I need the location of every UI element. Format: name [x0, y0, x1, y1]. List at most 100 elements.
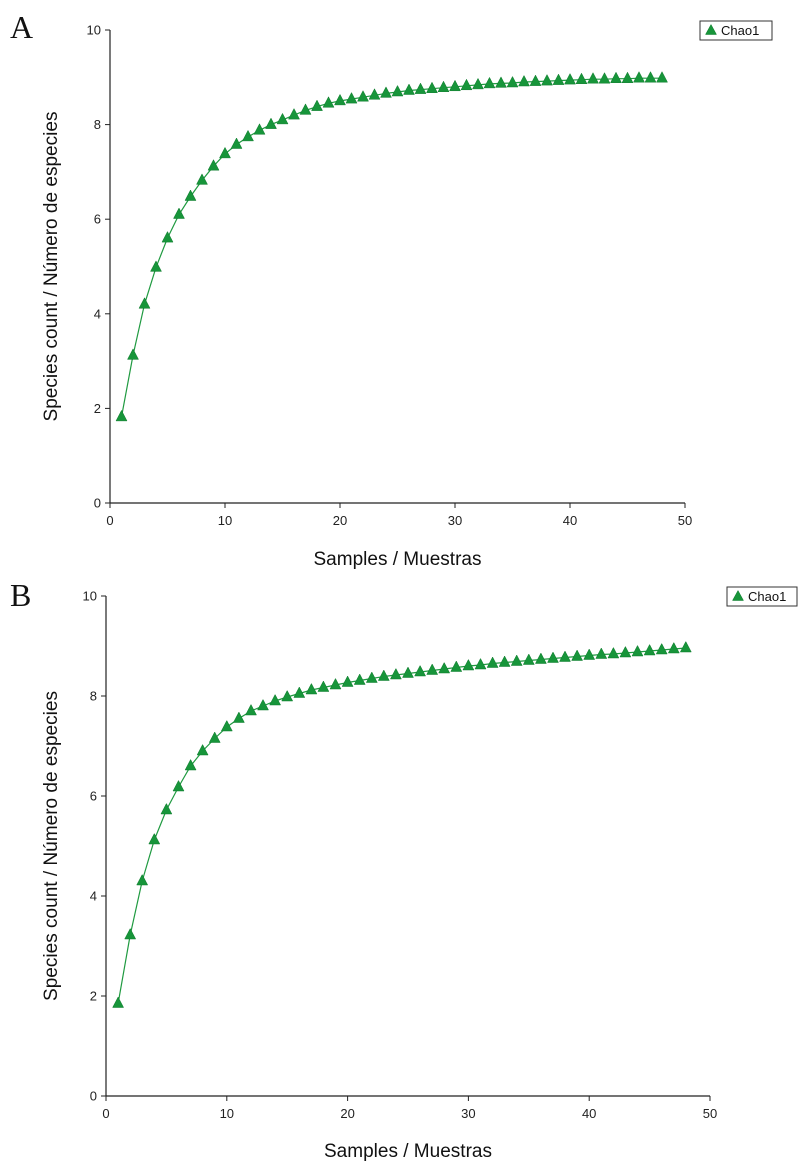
data-point [621, 71, 634, 83]
data-point [245, 703, 257, 716]
y-tick-label: 10 [87, 23, 101, 38]
data-point [449, 79, 461, 92]
data-point [184, 758, 197, 771]
data-point [522, 653, 535, 665]
data-point [305, 682, 318, 695]
x-tick-label: 0 [106, 513, 113, 528]
x-tick-label: 20 [340, 1106, 354, 1121]
y-tick-label: 4 [90, 889, 97, 904]
series-line-chao1 [117, 647, 686, 1004]
legend: Chao1 [726, 586, 798, 607]
legend-label: Chao1 [721, 23, 759, 38]
x-axis-title: Samples / Muestras [324, 1141, 492, 1162]
data-point [518, 74, 530, 87]
data-point [322, 96, 335, 108]
data-point [138, 297, 151, 309]
y-tick-label: 6 [94, 212, 101, 227]
data-point [269, 693, 282, 706]
chart-panel-a: A 0 2 4 6 8 10 0 10 20 30 40 50 Samples / Muestras Spe… [10, 9, 773, 570]
data-point [414, 82, 427, 94]
data-point [679, 640, 692, 653]
y-axis-title: Species count / Número de especies [41, 112, 62, 422]
x-tick-label: 30 [448, 513, 462, 528]
data-point [184, 189, 197, 201]
data-point [534, 652, 547, 664]
x-tick-label: 50 [678, 513, 692, 528]
data-point [506, 75, 519, 88]
data-point [667, 641, 680, 654]
data-point [559, 650, 571, 662]
data-point [196, 173, 208, 185]
data-point [207, 159, 220, 171]
data-point [510, 654, 523, 666]
data-point [377, 669, 390, 681]
y-tick-label: 0 [90, 1089, 97, 1104]
data-point [220, 719, 233, 732]
x-tick-label: 40 [563, 513, 577, 528]
data-point [541, 74, 553, 86]
data-point [281, 689, 294, 702]
data-point [230, 137, 243, 149]
x-tick-label: 40 [582, 1106, 596, 1121]
data-point [598, 72, 611, 84]
data-point [124, 927, 137, 940]
data-point [414, 664, 427, 677]
data-point [656, 71, 668, 83]
data-point [426, 663, 439, 675]
data-point [595, 647, 608, 659]
data-point [619, 645, 632, 658]
data-point [160, 802, 173, 815]
legend-box [726, 586, 798, 607]
data-point [329, 677, 342, 690]
data-point [150, 260, 162, 272]
x-tick-label: 0 [102, 1106, 109, 1121]
data-point [136, 873, 149, 886]
y-tick-label: 2 [94, 401, 101, 416]
data-point [311, 99, 323, 111]
data-point [495, 76, 507, 88]
legend-box [699, 20, 773, 41]
legend-marker [732, 589, 744, 601]
data-point [483, 76, 496, 89]
data-point [631, 644, 644, 657]
data-point [633, 71, 645, 83]
data-point [462, 658, 475, 671]
y-tick-label: 8 [90, 689, 97, 704]
data-point [232, 711, 245, 723]
data-point [357, 90, 369, 102]
series-line-chao1 [120, 77, 662, 418]
data-point [288, 108, 300, 120]
data-point [112, 996, 125, 1008]
x-tick-label: 10 [220, 1106, 234, 1121]
data-point [293, 686, 306, 698]
data-point [474, 657, 487, 670]
data-point [564, 73, 576, 85]
data-point [242, 129, 254, 142]
data-point [643, 643, 656, 656]
data-point [402, 666, 414, 678]
legend-marker [705, 23, 717, 35]
panel-label: A [10, 9, 33, 45]
data-point [253, 123, 266, 135]
data-point [486, 656, 499, 668]
data-point [380, 86, 392, 98]
data-point [607, 646, 620, 659]
data-point [276, 112, 289, 125]
data-point [219, 146, 231, 159]
data-point [345, 92, 358, 104]
data-point [365, 671, 378, 683]
data-point [173, 207, 185, 219]
data-point [587, 72, 599, 84]
y-tick-label: 10 [83, 589, 97, 604]
data-point [148, 832, 161, 845]
data-point [426, 81, 438, 93]
y-tick-label: 6 [90, 789, 97, 804]
y-axis-title: Species count / Número de especies [41, 691, 62, 1001]
data-point [437, 80, 450, 92]
data-point [115, 409, 128, 422]
y-tick-label: 4 [94, 306, 101, 321]
legend: Chao1 [699, 20, 773, 41]
data-point [127, 348, 139, 360]
data-point [438, 661, 451, 674]
